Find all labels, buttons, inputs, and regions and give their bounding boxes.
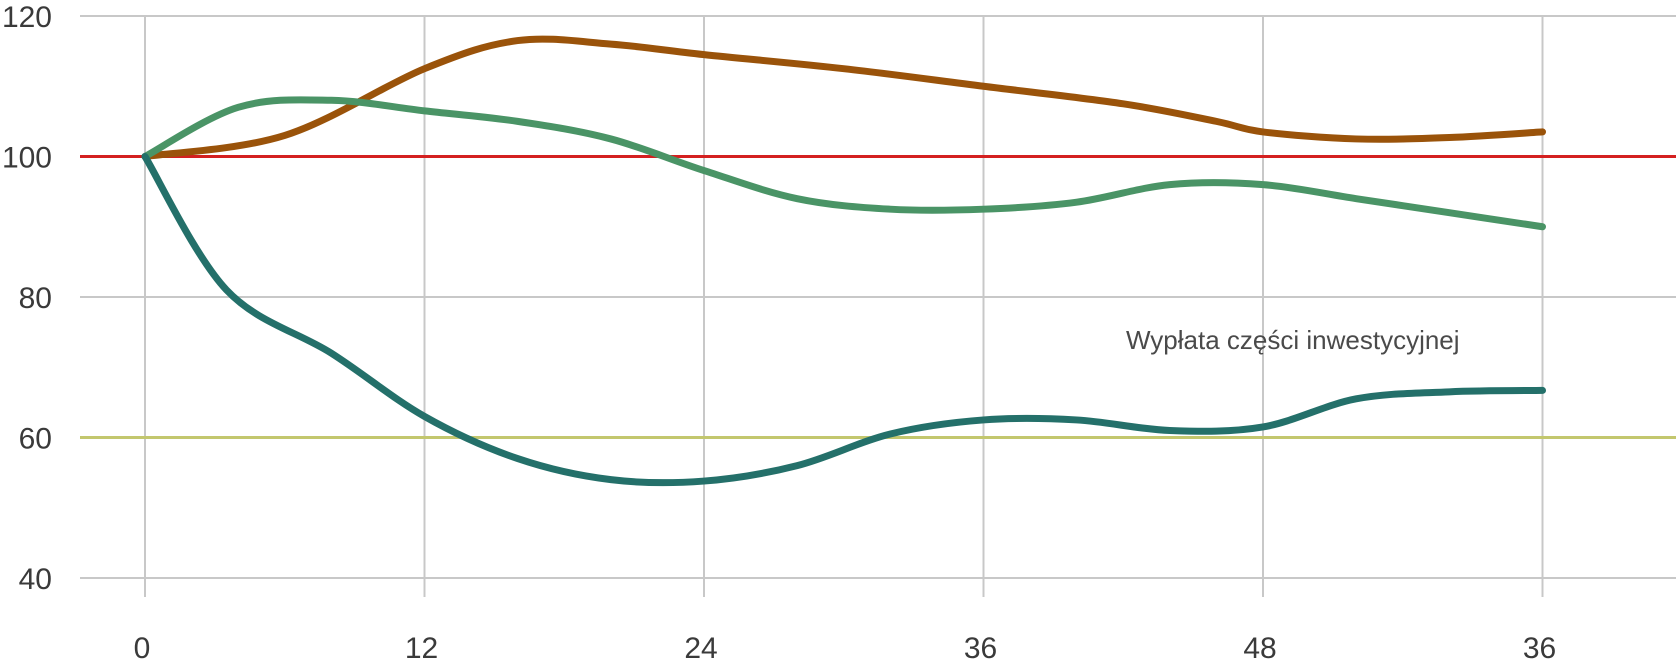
- y-tick-label: 60: [19, 423, 52, 456]
- x-tick-label: 48: [1243, 632, 1276, 659]
- y-tick-label: 120: [2, 1, 52, 34]
- x-tick-label: 12: [405, 632, 438, 659]
- x-tick-label: 0: [134, 632, 151, 659]
- y-tick-label: 100: [2, 142, 52, 175]
- y-tick-label: 40: [19, 563, 52, 596]
- annotation-label: Wypłata części inwestycyjnej: [1126, 325, 1460, 355]
- axis-ticks: 40 60 80 100 120 0 12 24 36 48 36: [2, 1, 1556, 659]
- x-tick-label: 24: [684, 632, 717, 659]
- y-tick-label: 80: [19, 282, 52, 315]
- series-line-2: [141, 96, 1546, 231]
- x-tick-label: 36: [964, 632, 997, 659]
- x-tick-label: 36: [1523, 632, 1556, 659]
- series-line-3: [141, 153, 1546, 487]
- series-line-1: [141, 35, 1546, 160]
- series-lines: [141, 35, 1546, 487]
